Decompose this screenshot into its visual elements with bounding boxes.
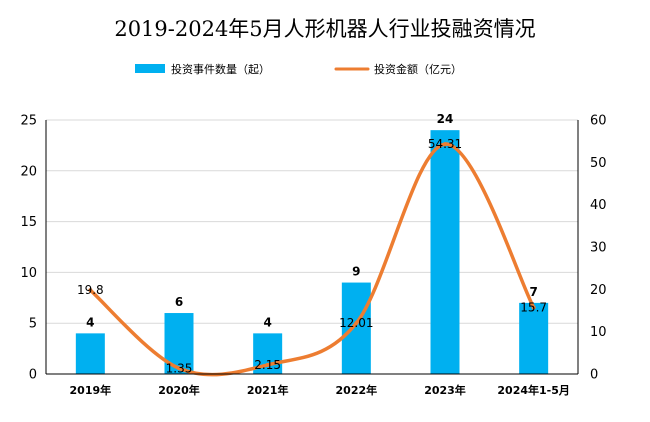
y-left-tick-label: 15 bbox=[20, 215, 37, 230]
line-point bbox=[531, 305, 536, 310]
line-value-label: 2.15 bbox=[254, 358, 281, 372]
y-left-tick-label: 0 bbox=[29, 368, 37, 383]
x-category-label: 2020年 bbox=[158, 383, 200, 397]
axes: 0 5 10 15 20 25 0 10 20 30 40 50 60 2019年 2020年 2021年 20… bbox=[20, 114, 606, 398]
line-point bbox=[88, 288, 93, 293]
bar-value-label: 7 bbox=[529, 285, 537, 299]
line-value-label: 19.8 bbox=[77, 283, 104, 297]
y-right-tick-label: 0 bbox=[590, 368, 598, 383]
y-left-tick-label: 10 bbox=[20, 266, 37, 281]
line-point bbox=[354, 321, 359, 326]
x-category-label: 2019年 bbox=[70, 383, 112, 397]
data-labels: 4 6 4 9 24 7 19.8 1.35 2.15 12.01 54.31 15.7 bbox=[77, 112, 547, 375]
x-category-label: 2023年 bbox=[424, 383, 466, 397]
legend: 投资事件数量（起） 投资金额（亿元） bbox=[135, 62, 462, 76]
bar bbox=[519, 302, 549, 374]
line-path bbox=[88, 142, 536, 377]
y-right-tick-label: 30 bbox=[590, 241, 607, 256]
bar-series bbox=[75, 130, 549, 374]
bar-value-label: 9 bbox=[352, 265, 360, 279]
line-point bbox=[177, 366, 181, 371]
line-value-label: 15.7 bbox=[520, 301, 547, 315]
line-value-label: 54.31 bbox=[428, 137, 462, 151]
chart-title: 2019-2024年5月人形机器人行业投融资情况 bbox=[114, 17, 535, 41]
bar-value-label: 4 bbox=[263, 315, 271, 329]
bar bbox=[341, 282, 371, 374]
y-left-tick-label: 20 bbox=[20, 164, 37, 179]
line-point bbox=[265, 362, 270, 367]
line-value-label: 1.35 bbox=[166, 361, 193, 375]
bar-value-label: 6 bbox=[175, 295, 183, 309]
legend-bar-swatch bbox=[135, 64, 165, 73]
y-right-tick-label: 60 bbox=[590, 114, 607, 129]
y-left-tick-label: 25 bbox=[20, 114, 37, 129]
x-category-label: 2021年 bbox=[247, 383, 289, 397]
y-right-tick-label: 40 bbox=[590, 198, 607, 213]
bar-value-label: 4 bbox=[86, 315, 94, 329]
gridlines bbox=[46, 119, 578, 324]
y-right-tick-label: 10 bbox=[590, 325, 607, 340]
x-category-label: 2022年 bbox=[336, 383, 378, 397]
y-right-tick-label: 20 bbox=[590, 283, 607, 298]
y-right-tick-label: 50 bbox=[590, 156, 607, 171]
y-left-tick-label: 5 bbox=[29, 317, 37, 332]
legend-bar-label: 投资事件数量（起） bbox=[171, 62, 270, 76]
line-series bbox=[88, 142, 536, 377]
line-value-label: 12.01 bbox=[339, 316, 373, 330]
bar bbox=[430, 130, 460, 374]
line-point bbox=[443, 142, 447, 147]
bar bbox=[75, 333, 105, 374]
x-category-label: 2024年1-5月 bbox=[497, 383, 570, 397]
legend-line-label: 投资金额（亿元） bbox=[374, 62, 462, 76]
bar-value-label: 24 bbox=[437, 112, 454, 126]
